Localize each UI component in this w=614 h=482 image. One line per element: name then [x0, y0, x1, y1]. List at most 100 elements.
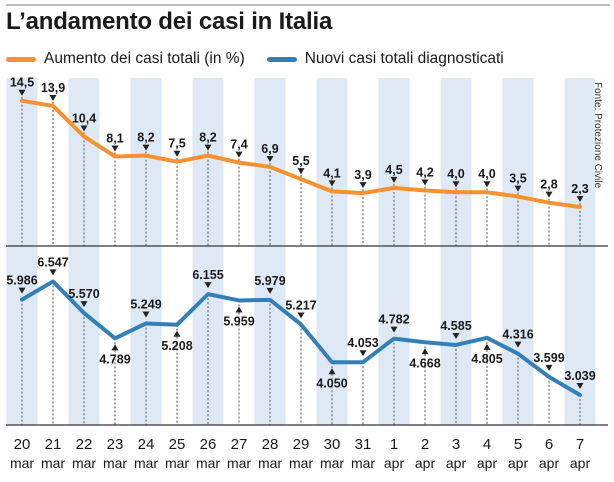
x-tick-day: 4 [483, 436, 491, 453]
data-label-new-cases: 4.805 [471, 352, 502, 366]
data-label-percent: 8,2 [199, 131, 216, 145]
x-tick-day: 21 [45, 436, 62, 453]
new-cases-marker [18, 287, 26, 294]
data-label-new-cases: 5.208 [161, 339, 192, 353]
data-label-new-cases: 4.053 [347, 336, 378, 350]
new-cases-marker [545, 364, 553, 371]
percent-marker [359, 182, 367, 189]
data-label-new-cases: 5.570 [68, 287, 99, 301]
new-cases-marker [49, 269, 57, 276]
percent-marker [545, 191, 553, 198]
data-label-new-cases: 6.155 [192, 268, 223, 282]
data-label-percent: 2,8 [540, 178, 557, 192]
data-label-percent: 4,0 [478, 167, 495, 181]
x-tick-month: mar [165, 455, 189, 471]
x-tick-day: 7 [576, 436, 584, 453]
new-cases-marker [204, 282, 212, 289]
data-label-percent: 4,2 [416, 165, 433, 179]
data-label-percent: 10,4 [72, 111, 96, 125]
percent-marker [390, 176, 398, 183]
percent-marker [266, 155, 274, 162]
new-cases-marker [421, 348, 429, 355]
x-tick-month: mar [134, 455, 158, 471]
column-stripe [533, 78, 565, 425]
percent-marker [49, 94, 57, 101]
column-stripe [347, 78, 379, 425]
data-label-new-cases: 3.599 [533, 351, 564, 365]
data-label-new-cases: 5.959 [223, 314, 254, 328]
top-rule [6, 4, 610, 6]
data-label-new-cases: 4.585 [440, 319, 471, 333]
x-tick-day: 3 [452, 436, 460, 453]
x-tick-month: mar [351, 455, 375, 471]
new-cases-marker [576, 383, 584, 390]
percent-marker [173, 150, 181, 157]
new-cases-marker [390, 326, 398, 333]
percent-marker [576, 196, 584, 203]
x-tick-day: 26 [200, 436, 217, 453]
column-stripe [254, 78, 286, 425]
x-tick-day: 25 [169, 436, 186, 453]
percent-marker [483, 181, 491, 188]
x-tick-month: apr [477, 455, 498, 471]
new-cases-marker [111, 344, 119, 351]
column-stripe [378, 78, 410, 425]
data-label-new-cases: 5.217 [285, 298, 316, 312]
legend-item-percent: Aumento dei casi totali (in %) [6, 50, 245, 68]
column-stripe [471, 78, 503, 425]
data-label-percent: 4,5 [385, 163, 402, 177]
data-label-new-cases: 5.986 [6, 274, 37, 288]
x-tick-month: apr [508, 455, 529, 471]
data-label-percent: 6,9 [261, 142, 278, 156]
data-label-percent: 3,5 [509, 172, 526, 186]
x-tick-day: 30 [324, 436, 341, 453]
x-tick-month: apr [446, 455, 467, 471]
column-stripe [6, 78, 38, 425]
x-tick-day: 5 [514, 436, 522, 453]
new-cases-marker [514, 341, 522, 348]
data-label-new-cases: 5.249 [130, 297, 161, 311]
percent-marker [328, 180, 336, 187]
x-tick-month: mar [227, 455, 251, 471]
data-label-new-cases: 4.316 [502, 328, 533, 342]
x-tick-month: apr [570, 455, 591, 471]
data-label-percent: 4,0 [447, 167, 464, 181]
percent-marker [421, 179, 429, 186]
legend-label-new-cases: Nuovi casi totali diagnosticati [304, 50, 504, 67]
new-cases-marker [80, 301, 88, 308]
percent-marker [111, 145, 119, 152]
percent-marker [204, 144, 212, 151]
x-tick-month: apr [384, 455, 405, 471]
percent-marker [80, 125, 88, 132]
new-cases-marker [359, 350, 367, 357]
new-cases-marker [173, 330, 181, 337]
data-label-percent: 7,4 [230, 138, 247, 152]
data-label-percent: 7,5 [168, 137, 185, 151]
column-stripe [502, 78, 534, 425]
x-tick-day: 6 [545, 436, 553, 453]
x-tick-month: mar [258, 455, 282, 471]
percent-marker [452, 181, 460, 188]
x-tick-month: mar [41, 455, 65, 471]
x-tick-month: apr [415, 455, 436, 471]
x-tick-day: 23 [107, 436, 124, 453]
data-label-new-cases: 3.039 [564, 369, 595, 383]
data-label-new-cases: 5.979 [254, 274, 285, 288]
data-label-percent: 14,5 [10, 76, 34, 90]
percent-marker [514, 185, 522, 192]
x-tick-day: 31 [355, 436, 372, 453]
data-label-percent: 3,9 [354, 168, 371, 182]
source-note: Fonte: Protezione Civile [592, 82, 603, 189]
data-label-percent: 4,1 [323, 166, 340, 180]
column-stripe [440, 78, 472, 425]
data-label-percent: 5,5 [292, 154, 309, 168]
chart-title: L’andamento dei casi in Italia [6, 8, 333, 35]
data-label-percent: 2,3 [571, 182, 588, 196]
data-label-new-cases: 4.782 [378, 313, 409, 327]
legend-swatch-new-cases [266, 56, 297, 62]
x-tick-month: mar [196, 455, 220, 471]
column-stripe [130, 78, 162, 425]
x-tick-day: 24 [138, 436, 155, 453]
percent-marker [18, 89, 26, 96]
new-cases-marker [235, 306, 243, 313]
